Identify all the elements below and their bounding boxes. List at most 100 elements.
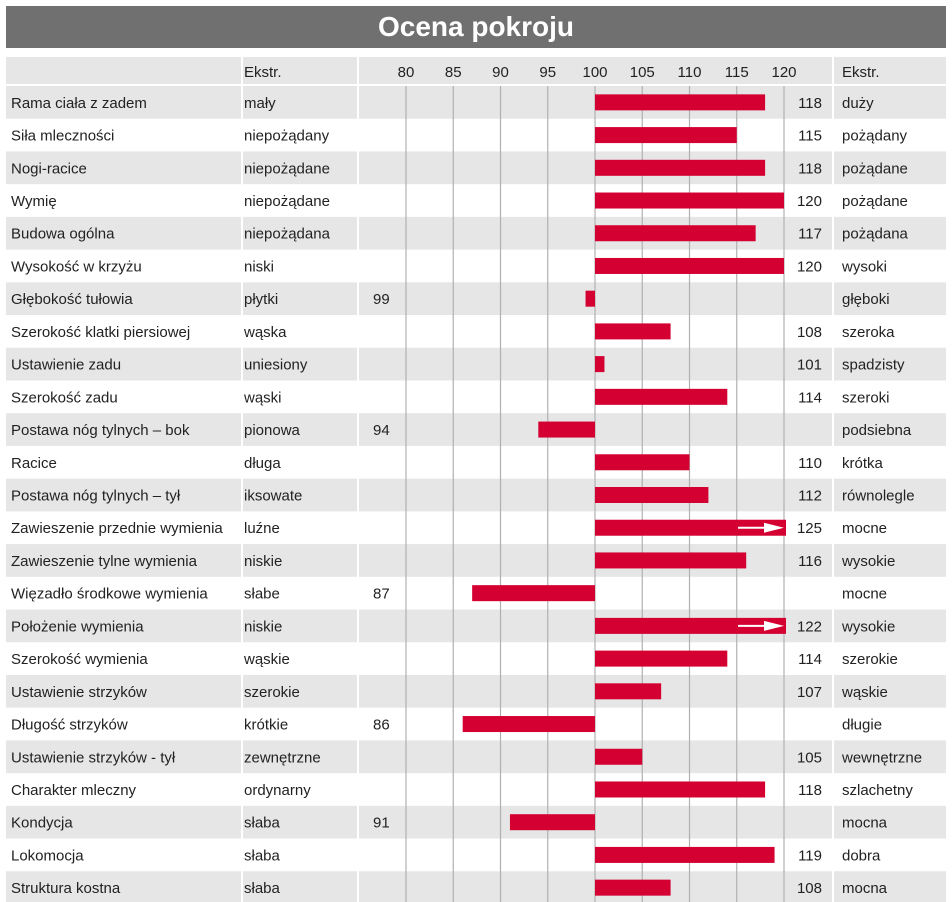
- row-background: [6, 805, 946, 839]
- low-extreme-label: niepożądana: [244, 226, 331, 243]
- low-extreme-label: niepożądane: [244, 160, 330, 177]
- low-extreme-label: zewnętrzne: [244, 749, 321, 766]
- overflow-arrow-head: [764, 522, 784, 533]
- trait-label: Zawieszenie przednie wymienia: [11, 520, 223, 537]
- tick-label: 110: [678, 64, 702, 81]
- low-extreme-label: pionowa: [244, 422, 301, 439]
- tick-label: 85: [445, 64, 462, 81]
- trait-label: Nogi-racice: [11, 160, 87, 177]
- trait-label: Budowa ogólna: [11, 226, 115, 243]
- high-extreme-label: równolegle: [842, 488, 915, 505]
- row-background: [6, 347, 946, 381]
- low-extreme-label: uniesiony: [244, 357, 308, 374]
- bar: [595, 748, 643, 765]
- header-right-extreme: Ekstr.: [842, 64, 880, 81]
- bar: [595, 127, 737, 144]
- value-label: 115: [798, 128, 822, 145]
- high-extreme-label: szeroka: [842, 324, 895, 341]
- trait-label: Szerokość wymienia: [11, 651, 148, 668]
- value-label: 108: [797, 880, 822, 897]
- trait-label: Położenie wymienia: [11, 618, 144, 635]
- value-label: 101: [797, 357, 822, 374]
- row-backgrounds: [6, 57, 946, 902]
- value-label: 118: [798, 95, 822, 112]
- high-extreme-label: szerokie: [842, 651, 898, 668]
- value-label: 87: [373, 586, 390, 603]
- low-extreme-label: krótkie: [244, 717, 288, 734]
- high-extreme-label: pożądany: [842, 128, 908, 145]
- high-extreme-label: pożądane: [842, 160, 908, 177]
- bar: [595, 225, 756, 242]
- bars: [462, 94, 786, 896]
- bar: [595, 257, 784, 274]
- header-row: [6, 57, 946, 84]
- labels: 80 85 90 95 100 105 110 115 120 Ekstr. Ekstr. Rama …: [11, 64, 922, 897]
- low-extreme-label: niskie: [244, 553, 282, 570]
- trait-label: Racice: [11, 455, 57, 472]
- low-extreme-label: płytki: [244, 291, 278, 308]
- trait-label: Wymię: [11, 193, 57, 210]
- trait-label: Postawa nóg tylnych – bok: [11, 422, 190, 439]
- bar: [595, 879, 671, 896]
- low-extreme-label: słaba: [244, 847, 281, 864]
- trait-label: Struktura kostna: [11, 880, 121, 897]
- trait-label: Długość strzyków: [11, 717, 128, 734]
- high-extreme-label: pożądana: [842, 226, 909, 243]
- bar: [595, 846, 775, 863]
- high-extreme-label: wewnętrzne: [841, 749, 922, 766]
- low-extreme-label: wąski: [243, 389, 282, 406]
- trait-label: Szerokość klatki piersiowej: [11, 324, 190, 341]
- high-extreme-label: spadzisty: [842, 357, 905, 374]
- trait-label: Kondycja: [11, 815, 73, 832]
- low-extreme-label: słabe: [244, 586, 280, 603]
- bar: [595, 683, 662, 700]
- high-extreme-label: mocne: [842, 586, 887, 603]
- header-left-extreme: Ekstr.: [244, 64, 282, 81]
- row-background: [6, 282, 946, 316]
- bar: [462, 716, 595, 733]
- trait-label: Szerokość zadu: [11, 389, 118, 406]
- value-label: 114: [798, 651, 822, 668]
- low-extreme-label: iksowate: [244, 488, 302, 505]
- value-label: 99: [373, 291, 390, 308]
- high-extreme-label: podsiebna: [842, 422, 912, 439]
- value-label: 120: [797, 193, 822, 210]
- tick-label: 115: [725, 64, 749, 81]
- value-label: 117: [798, 226, 822, 243]
- bar: [595, 650, 728, 667]
- trait-label: Ustawienie strzyków: [11, 684, 147, 701]
- low-extreme-label: ordynarny: [244, 782, 311, 799]
- value-label: 114: [798, 389, 822, 406]
- low-extreme-label: długa: [244, 455, 281, 472]
- value-label: 120: [797, 258, 822, 275]
- row-background: [6, 544, 946, 577]
- high-extreme-label: mocna: [842, 880, 888, 897]
- trait-label: Postawa nóg tylnych – tył: [11, 488, 181, 505]
- row-background: [6, 674, 946, 708]
- overflow-arrow-head: [764, 620, 784, 631]
- row-background: [6, 413, 946, 446]
- low-extreme-label: wąskie: [243, 651, 290, 668]
- value-label: 94: [373, 422, 390, 439]
- trait-label: Ustawienie strzyków - tył: [11, 749, 176, 766]
- bar: [595, 487, 709, 503]
- value-label: 116: [798, 553, 822, 570]
- value-label: 91: [373, 815, 390, 832]
- trait-label: Siła mleczności: [11, 128, 114, 145]
- low-extreme-label: szerokie: [244, 684, 300, 701]
- high-extreme-label: krótka: [842, 455, 884, 472]
- value-label: 125: [797, 520, 822, 537]
- bar: [538, 421, 595, 438]
- bar: [595, 781, 766, 798]
- value-label: 110: [798, 455, 822, 472]
- low-extreme-label: niskie: [244, 618, 282, 635]
- bar: [585, 290, 595, 307]
- trait-label: Ustawienie zadu: [11, 357, 121, 374]
- high-extreme-label: szeroki: [842, 389, 890, 406]
- bar: [595, 356, 605, 373]
- low-extreme-label: niski: [244, 258, 274, 275]
- row-background: [6, 740, 946, 774]
- row-background: [6, 86, 946, 119]
- high-extreme-label: mocna: [842, 815, 888, 832]
